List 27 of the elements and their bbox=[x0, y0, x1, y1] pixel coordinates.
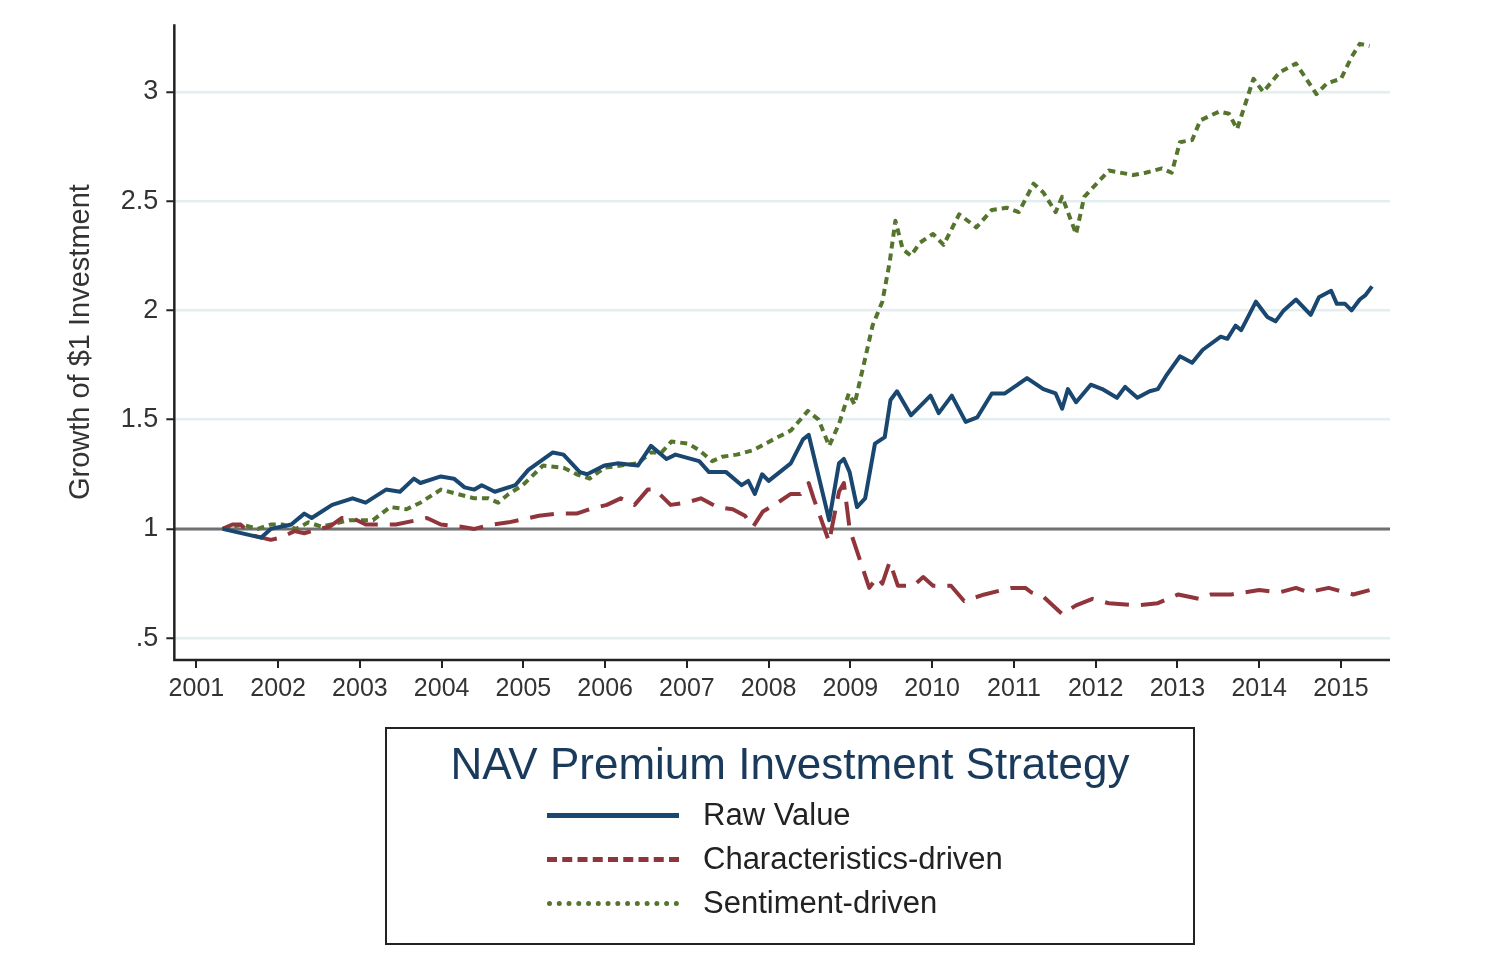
x-tick-label: 2009 bbox=[822, 672, 879, 701]
x-tick-label: 2015 bbox=[1313, 672, 1369, 701]
x-tick-label: 2014 bbox=[1231, 672, 1288, 701]
legend-label: Characteristics-driven bbox=[703, 841, 1003, 877]
y-tick-label: 1.5 bbox=[120, 403, 159, 434]
x-tick-label: 2007 bbox=[659, 672, 715, 701]
y-tick-label: .5 bbox=[135, 621, 159, 652]
x-tick-label: 2008 bbox=[740, 672, 797, 701]
legend-title: NAV Premium Investment Strategy bbox=[449, 739, 1131, 789]
x-tick-label: 2001 bbox=[168, 672, 225, 701]
x-tick-label: 2002 bbox=[250, 672, 306, 701]
y-tick-label: 2 bbox=[143, 293, 159, 324]
x-tick-label: 2012 bbox=[1067, 672, 1124, 701]
y-tick-label: 3 bbox=[143, 75, 159, 106]
x-tick-label: 2005 bbox=[495, 672, 552, 701]
y-tick-label: 2.5 bbox=[120, 184, 159, 215]
x-tick-label: 2010 bbox=[904, 672, 960, 701]
legend-label: Raw Value bbox=[703, 797, 851, 833]
line-series bbox=[220, 481, 1372, 617]
x-tick-label: 2006 bbox=[577, 672, 633, 701]
x-tick-label: 2013 bbox=[1149, 672, 1206, 701]
x-tick-label: 2004 bbox=[413, 672, 470, 701]
y-tick-label: 1 bbox=[143, 512, 159, 543]
legend-label: Sentiment-driven bbox=[703, 885, 938, 921]
y-axis-title: Growth of $1 Investment bbox=[63, 184, 96, 501]
x-tick-label: 2011 bbox=[987, 672, 1041, 701]
x-tick-label: 2003 bbox=[332, 672, 388, 701]
